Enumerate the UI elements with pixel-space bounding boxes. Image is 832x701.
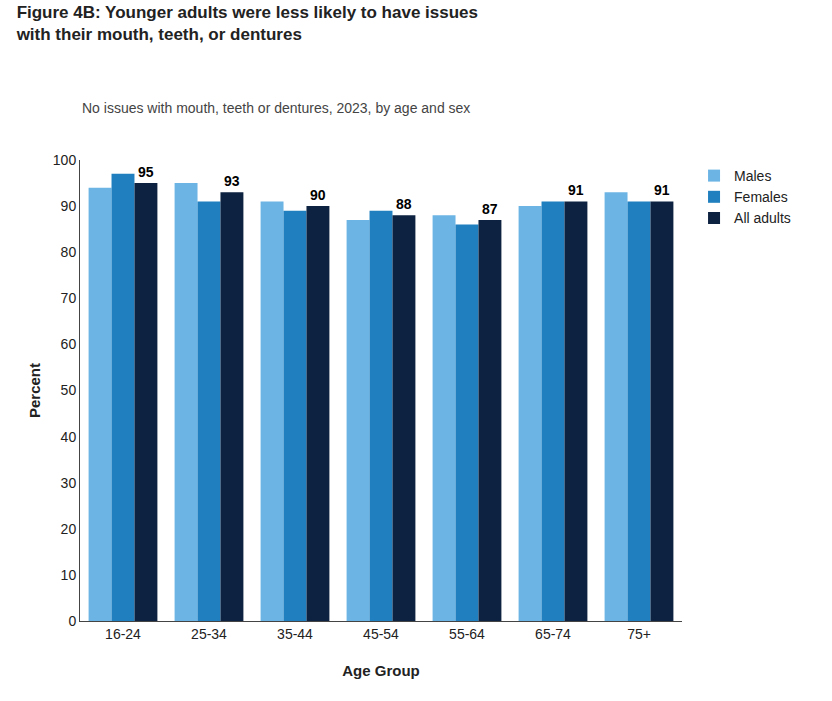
svg-text:10: 10 <box>61 567 77 583</box>
svg-text:50: 50 <box>61 382 77 398</box>
svg-text:55-64: 55-64 <box>449 626 485 642</box>
svg-text:30: 30 <box>61 475 77 491</box>
svg-text:100: 100 <box>53 152 77 168</box>
svg-text:93: 93 <box>224 173 240 189</box>
svg-text:All adults: All adults <box>734 210 791 226</box>
svg-text:80: 80 <box>61 244 77 260</box>
svg-text:25-34: 25-34 <box>191 626 227 642</box>
svg-text:Figure 4B: Younger adults were: Figure 4B: Younger adults were less like… <box>16 3 478 44</box>
svg-text:88: 88 <box>396 196 412 212</box>
svg-text:87: 87 <box>482 201 498 217</box>
svg-text:90: 90 <box>310 187 326 203</box>
svg-text:Percent: Percent <box>26 363 43 418</box>
svg-text:16-24: 16-24 <box>105 626 141 642</box>
svg-text:95: 95 <box>138 164 154 180</box>
svg-text:60: 60 <box>61 336 77 352</box>
svg-text:35-44: 35-44 <box>277 626 313 642</box>
svg-text:70: 70 <box>61 290 77 306</box>
svg-text:91: 91 <box>654 182 670 198</box>
svg-text:75+: 75+ <box>627 626 651 642</box>
svg-text:Females: Females <box>734 189 788 205</box>
svg-text:45-54: 45-54 <box>363 626 399 642</box>
svg-text:Males: Males <box>734 168 771 184</box>
svg-text:20: 20 <box>61 521 77 537</box>
svg-text:No issues with mouth, teeth or: No issues with mouth, teeth or dentures,… <box>82 100 470 116</box>
svg-text:65-74: 65-74 <box>535 626 571 642</box>
svg-text:91: 91 <box>568 182 584 198</box>
svg-text:90: 90 <box>61 198 77 214</box>
svg-text:0: 0 <box>68 613 76 629</box>
svg-text:Age Group: Age Group <box>342 662 420 679</box>
svg-text:40: 40 <box>61 429 77 445</box>
